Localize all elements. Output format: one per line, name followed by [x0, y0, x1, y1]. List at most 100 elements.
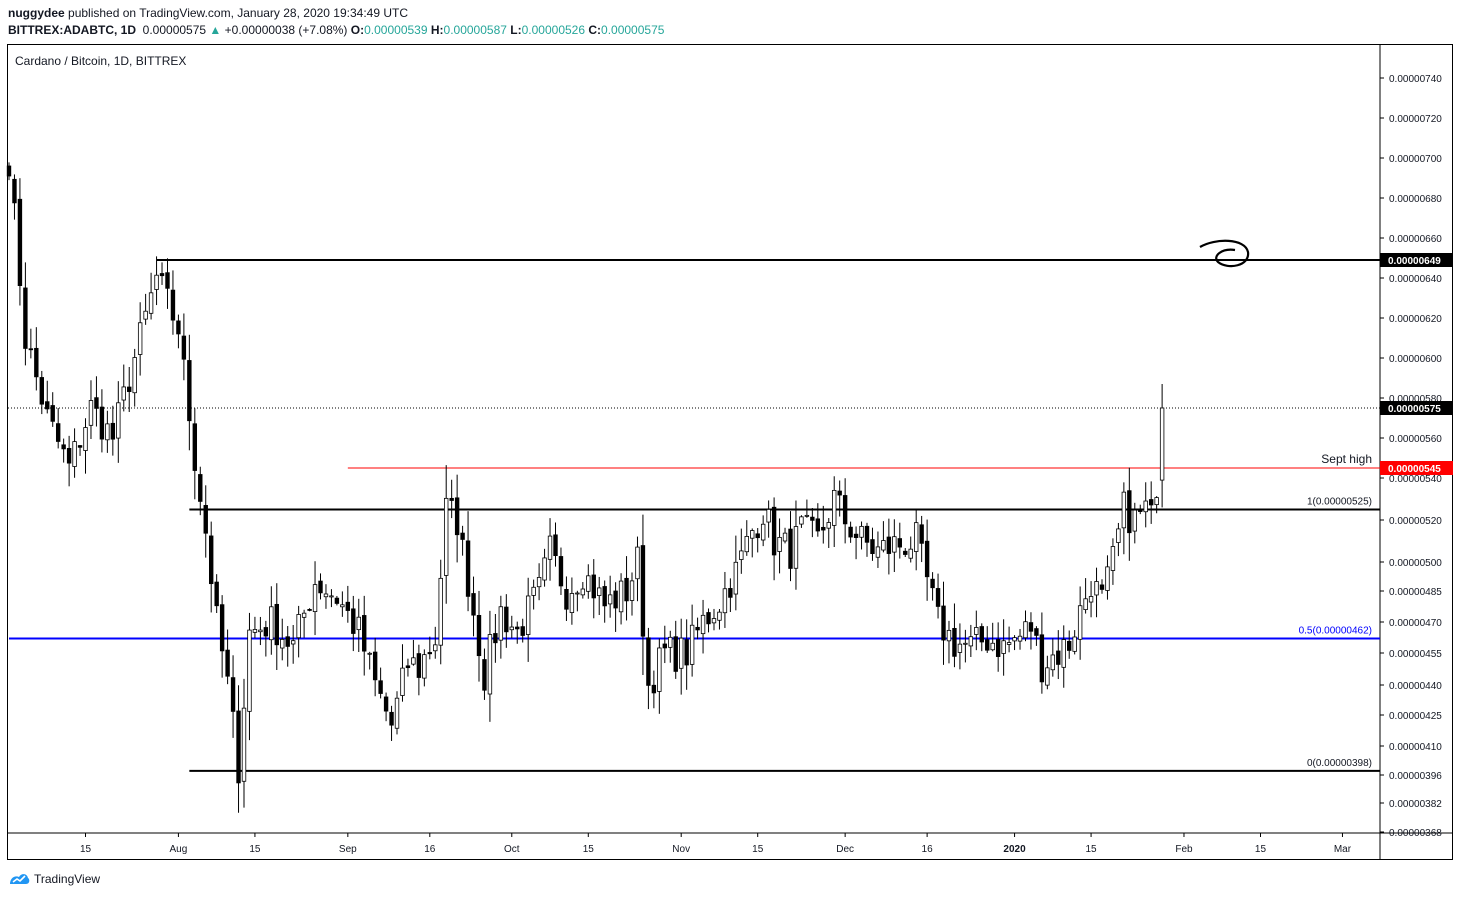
- candle-body: [662, 643, 667, 649]
- fib-0.5-label: 0.5(0.00000462): [1299, 626, 1372, 637]
- candle-body: [826, 522, 831, 529]
- candle-body: [159, 273, 165, 277]
- candle-body: [165, 272, 170, 289]
- candle-body: [28, 348, 34, 351]
- candle-body: [170, 289, 176, 321]
- y-tick-label: 0.00000660: [1389, 234, 1442, 245]
- candle-body: [1159, 407, 1165, 481]
- candle-body: [312, 584, 318, 613]
- candle-body: [832, 489, 837, 526]
- candle-body: [389, 711, 394, 726]
- y-tick-label: 0.00000500: [1389, 558, 1442, 569]
- candle-body: [187, 360, 192, 422]
- candle-body: [203, 505, 208, 534]
- chart-frame: [7, 44, 1453, 860]
- candle-body: [334, 597, 340, 604]
- candle-body: [1050, 654, 1056, 671]
- candle-body: [946, 629, 952, 642]
- candle-body: [83, 427, 88, 451]
- x-tick-label: 15: [1086, 844, 1098, 855]
- close-label: C:: [588, 23, 602, 37]
- candle-body: [1127, 490, 1132, 534]
- candle-body: [575, 592, 580, 595]
- candle-body: [509, 626, 514, 631]
- candle-body: [1001, 640, 1006, 654]
- candle-body: [804, 514, 810, 517]
- candle-body: [646, 637, 651, 686]
- y-tick-label: 0.00000520: [1389, 516, 1442, 527]
- candle-body: [400, 667, 405, 696]
- x-tick-label: 15: [752, 844, 764, 855]
- candle-body: [810, 516, 815, 521]
- candle-body: [799, 516, 804, 525]
- candle-body: [870, 539, 875, 555]
- candle-body: [405, 665, 411, 669]
- x-tick-label: 16: [424, 844, 436, 855]
- candle-body: [296, 614, 301, 639]
- candle-body: [974, 627, 979, 635]
- candle-body: [443, 497, 449, 576]
- candle-body: [728, 588, 733, 598]
- high-label: H:: [430, 23, 444, 37]
- candle-body: [990, 642, 995, 651]
- y-tick-label: 0.00000720: [1389, 114, 1442, 125]
- candle-body: [700, 614, 706, 635]
- candle-body: [269, 606, 274, 641]
- candle-body: [1094, 581, 1099, 596]
- candle-body: [903, 550, 908, 555]
- candle-body: [941, 605, 946, 641]
- candle-body: [438, 577, 443, 646]
- close-value: 0.00000575: [601, 23, 665, 37]
- candle-body: [241, 707, 247, 782]
- y-tick-label: 0.00000425: [1389, 711, 1442, 722]
- symbol-ohlc-line: BITTREX:ADABTC, 1D 0.00000575 ▲ +0.00000…: [8, 23, 664, 37]
- candle-body: [427, 652, 433, 655]
- high-value: 0.00000587: [443, 23, 507, 37]
- candle-body: [219, 604, 225, 652]
- candle-body: [760, 523, 766, 541]
- candle-body: [875, 546, 881, 558]
- candle-body: [591, 574, 596, 599]
- candle-body: [979, 626, 984, 643]
- candle-body: [531, 586, 536, 596]
- candle-body: [1061, 639, 1066, 668]
- candle-body: [498, 606, 504, 641]
- y-tick-label: 0.00000680: [1389, 194, 1442, 205]
- candle-body: [214, 581, 219, 607]
- candle-body: [935, 588, 941, 607]
- candle-body: [853, 533, 859, 538]
- candle-body: [329, 595, 334, 598]
- candle-body: [629, 580, 635, 601]
- tradingview-brand[interactable]: TradingView: [8, 872, 100, 886]
- candle-body: [482, 659, 487, 691]
- x-tick-label: Feb: [1175, 844, 1193, 855]
- candle-body: [433, 644, 438, 652]
- open-label: O:: [350, 23, 365, 37]
- candle-body: [1006, 642, 1012, 645]
- low-label: L:: [510, 23, 522, 37]
- y-tick-label: 0.00000396: [1389, 771, 1442, 782]
- candle-body: [515, 626, 520, 630]
- candle-body: [1099, 584, 1105, 590]
- candle-body: [127, 386, 132, 392]
- candle-body: [821, 526, 826, 531]
- x-tick-label: Aug: [170, 844, 188, 855]
- fib-1-label: 1(0.00000525): [1307, 497, 1372, 508]
- candle-body: [181, 335, 187, 360]
- candle-body: [94, 397, 99, 409]
- x-tick-label: Oct: [504, 844, 520, 855]
- candle-body: [766, 509, 771, 523]
- candle-body: [717, 611, 722, 621]
- x-tick-label: Dec: [836, 844, 854, 855]
- candle-body: [378, 680, 383, 694]
- candle-body: [192, 423, 198, 471]
- candle-body: [176, 320, 181, 335]
- author-name[interactable]: nuggydee: [8, 6, 65, 20]
- candle-body: [695, 626, 700, 631]
- candle-body: [968, 636, 974, 647]
- x-tick-label: 15: [80, 844, 92, 855]
- candle-body: [6, 165, 12, 177]
- candle-body: [788, 528, 793, 569]
- candle-body: [285, 636, 290, 647]
